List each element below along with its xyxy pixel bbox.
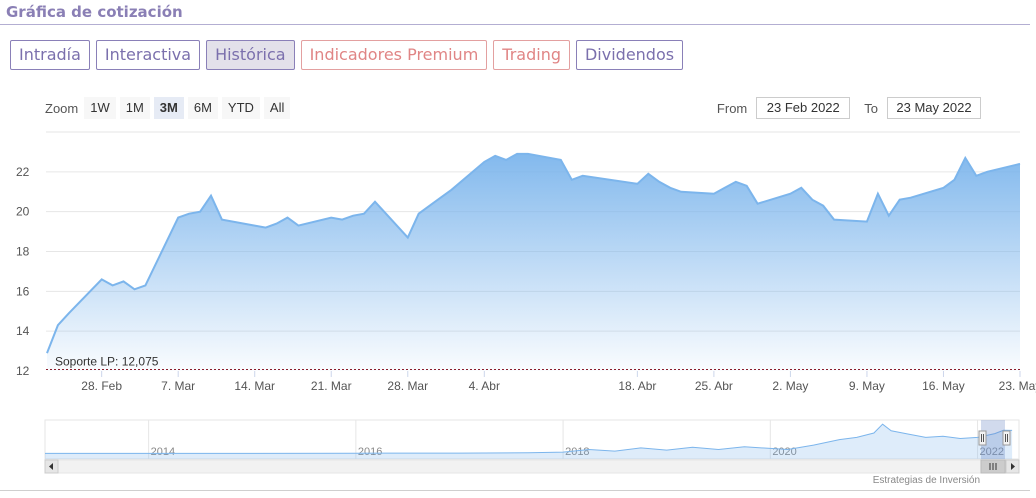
- navigator-area: [45, 424, 1013, 459]
- support-label: Soporte LP: 12,075: [55, 355, 159, 369]
- title-divider: [0, 24, 1030, 25]
- navigator-line: [45, 423, 1013, 454]
- y-tick-label: 16: [16, 284, 30, 298]
- x-tick-label: 28. Mar: [387, 379, 428, 393]
- zoom-button-1[interactable]: 1M: [119, 97, 150, 119]
- zoom-button-3[interactable]: 6M: [187, 97, 218, 119]
- tab-5[interactable]: Dividendos: [575, 40, 684, 70]
- x-tick-label: 7. Mar: [161, 379, 195, 393]
- zoom-controls: Zoom 1W 1M 3M 6M YTD All: [45, 97, 291, 119]
- arrow-right-icon: [1011, 463, 1015, 470]
- scrollbar-track[interactable]: [44, 459, 1020, 474]
- tab-1[interactable]: Interactiva: [95, 40, 201, 70]
- zoom-button-4[interactable]: YTD: [221, 97, 260, 119]
- from-label: From: [716, 100, 748, 116]
- navigator-year-label: 2022: [980, 446, 1004, 458]
- x-tick-label: 16. May: [922, 379, 965, 393]
- tab-2[interactable]: Histórica: [206, 40, 295, 70]
- x-tick-label: 18. Abr: [618, 379, 656, 393]
- tab-3[interactable]: Indicadores Premium: [300, 40, 488, 70]
- price-line: [46, 152, 1021, 354]
- navigator-year-label: 2016: [358, 446, 382, 458]
- zoom-label: Zoom: [45, 100, 79, 116]
- x-tick-label: 2. May: [772, 379, 808, 393]
- x-tick-label: 28. Feb: [81, 379, 122, 393]
- x-tick-label: 21. Mar: [311, 379, 352, 393]
- bottom-divider: [0, 490, 1030, 491]
- x-tick-label: 23. May: [999, 379, 1036, 393]
- navigator-year-label: 2014: [151, 446, 175, 458]
- date-range: From 23 Feb 2022 To 23 May 2022: [717, 97, 981, 119]
- y-tick-label: 14: [16, 324, 30, 338]
- x-tick-label: 25. Abr: [695, 379, 733, 393]
- chart-tabs: Intradía Interactiva Histórica Indicadores …: [10, 40, 684, 70]
- y-tick-label: 18: [16, 245, 30, 259]
- y-tick-label: 20: [16, 205, 30, 219]
- tab-0[interactable]: Intradía: [10, 40, 90, 70]
- navigator-handle-left[interactable]: [978, 430, 987, 446]
- x-tick-label: 14. Mar: [234, 379, 275, 393]
- x-tick-label: 4. Abr: [469, 379, 500, 393]
- zoom-button-0[interactable]: 1W: [84, 97, 116, 119]
- zoom-button-5[interactable]: All: [263, 97, 291, 119]
- navigator-year-label: 2018: [565, 446, 589, 458]
- section-title: Gráfica de cotización: [6, 3, 183, 21]
- chart-credits: Estrategias de Inversión: [872, 475, 980, 486]
- price-area: [47, 153, 1020, 371]
- zoom-button-2[interactable]: 3M: [153, 97, 184, 119]
- navigator-handle-right[interactable]: [1002, 430, 1011, 446]
- to-label: To: [864, 100, 878, 116]
- arrow-left-icon: [49, 463, 53, 470]
- to-date-input[interactable]: 23 May 2022: [887, 97, 981, 119]
- y-tick-label: 22: [16, 165, 30, 179]
- x-tick-label: 9. May: [849, 379, 885, 393]
- y-tick-label: 12: [16, 364, 30, 378]
- from-date-input[interactable]: 23 Feb 2022: [756, 97, 851, 119]
- tab-4[interactable]: Trading: [493, 40, 570, 70]
